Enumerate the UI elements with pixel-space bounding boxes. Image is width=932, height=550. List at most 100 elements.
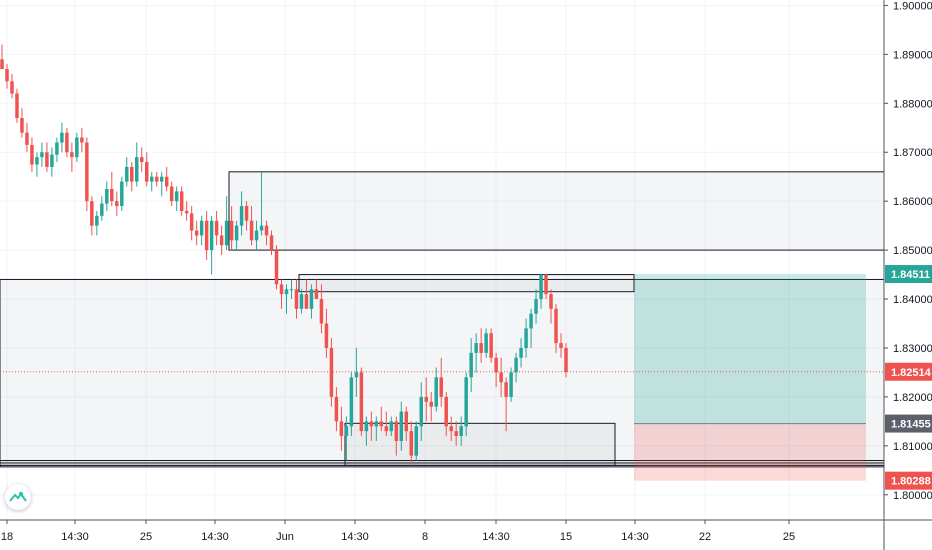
candle-body	[374, 421, 379, 427]
candle-body	[534, 299, 538, 314]
candle-body	[304, 294, 309, 309]
candle-body	[544, 274, 548, 295]
candle-body	[359, 372, 364, 432]
candle-body	[189, 213, 194, 231]
candle-body	[344, 426, 349, 437]
price-label-badge	[885, 414, 932, 433]
candle-body	[154, 176, 159, 182]
candle-body	[319, 299, 324, 324]
x-tick-label: 14:30	[621, 531, 649, 543]
x-tick-label: Jun	[276, 531, 294, 543]
long-position-tool[interactable]	[634, 274, 866, 481]
candle-body	[184, 210, 189, 214]
candle-body	[0, 59, 4, 70]
candle-body	[214, 220, 219, 236]
candle-body	[125, 166, 129, 182]
y-tick-label: 1.84000	[893, 294, 932, 306]
candle-body	[414, 426, 419, 456]
candle-body	[70, 152, 74, 158]
candle-body	[169, 186, 174, 202]
x-tick-label: 8	[422, 531, 428, 543]
candle-body	[105, 188, 109, 204]
candle-body	[254, 230, 259, 241]
candle-body	[369, 421, 374, 427]
candle-body	[199, 220, 204, 236]
x-tick-label: 14:30	[61, 531, 89, 543]
candle-body	[264, 225, 269, 236]
candle-body	[10, 81, 14, 94]
candle-body	[159, 176, 164, 182]
candle-body	[30, 144, 34, 165]
y-tick-label: 1.90000	[893, 0, 932, 12]
candle-body	[364, 421, 369, 432]
candle-body	[269, 235, 274, 251]
candle-body	[15, 93, 19, 118]
candle-body	[289, 289, 294, 291]
candle-body	[20, 117, 24, 133]
x-tick-label: 15	[560, 531, 572, 543]
profit-zone	[634, 274, 866, 424]
candle-body	[45, 152, 49, 167]
candle-body	[564, 347, 568, 372]
price-label-badge	[885, 265, 932, 284]
zone-rectangle	[298, 274, 635, 293]
candle-body	[354, 372, 359, 378]
candle-body	[429, 401, 433, 407]
price-label-text: 1.82514	[891, 367, 932, 379]
candle-body	[60, 132, 64, 143]
zone-rectangle	[0, 278, 885, 466]
candle-body	[164, 176, 169, 187]
candle-body	[115, 201, 119, 207]
price-label-badge	[885, 362, 932, 381]
x-tick-label: 22	[699, 531, 711, 543]
candles	[0, 44, 568, 466]
candle-body	[489, 333, 493, 358]
candle-body	[469, 352, 473, 378]
candle-body	[434, 377, 438, 407]
candle-body	[419, 396, 424, 427]
candle-body	[339, 421, 344, 437]
candle-body	[25, 132, 29, 145]
candle-body	[484, 333, 488, 353]
candle-body	[549, 294, 553, 309]
candle-body	[299, 294, 304, 309]
candle-body	[130, 166, 134, 182]
candle-body	[219, 235, 224, 246]
price-label-text: 1.81455	[891, 419, 931, 431]
candle-body	[329, 347, 334, 397]
x-tick-label: 25	[140, 531, 152, 543]
x-tick-label: 25	[783, 531, 795, 543]
candle-body	[95, 215, 99, 226]
x-axis-background	[0, 520, 932, 550]
candle-body	[55, 142, 59, 155]
candle-body	[90, 201, 94, 226]
candle-body	[224, 220, 229, 246]
candle-body	[35, 157, 39, 165]
candle-body	[80, 137, 84, 143]
candle-body	[40, 152, 44, 158]
candle-body	[499, 372, 503, 383]
price-label-text: 1.84511	[891, 269, 930, 281]
candle-body	[439, 377, 443, 397]
stop-zone	[634, 423, 866, 481]
candle-body	[404, 411, 409, 432]
candle-body	[474, 343, 478, 353]
y-tick-label: 1.81000	[893, 441, 932, 453]
candle-body	[209, 220, 214, 251]
tradingview-logo-icon[interactable]	[5, 484, 31, 510]
candle-body	[409, 431, 414, 456]
candle-body	[100, 203, 104, 216]
candle-body	[294, 289, 299, 309]
y-tick-label: 1.86000	[893, 196, 932, 208]
candle-body	[244, 206, 249, 221]
candle-body	[529, 313, 533, 329]
candle-body	[75, 137, 79, 158]
candle-body	[479, 343, 483, 353]
candle-body	[274, 250, 279, 285]
candle-body	[504, 382, 508, 397]
candle-body	[494, 357, 498, 373]
candle-body	[135, 157, 139, 182]
y-tick-label: 1.83000	[893, 343, 932, 355]
candle-body	[454, 431, 458, 437]
